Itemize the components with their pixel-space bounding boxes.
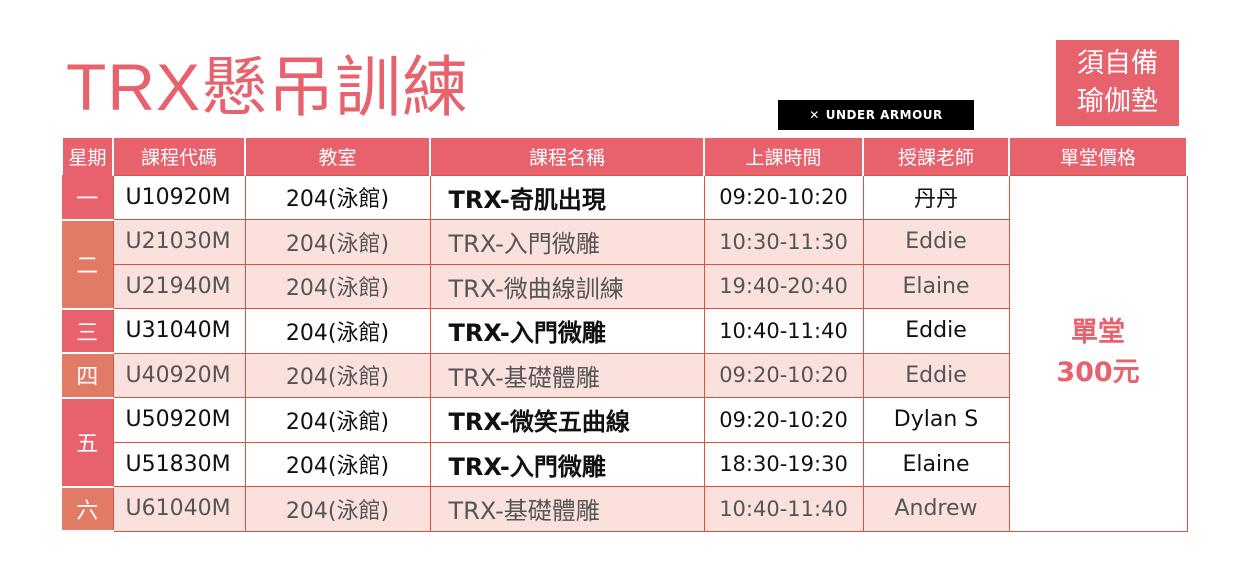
day-cell: 四 <box>62 353 113 399</box>
course-name: TRX-基礎體雕 <box>429 486 705 532</box>
header-room: 教室 <box>244 138 431 175</box>
class-time: 10:40-11:40 <box>703 486 864 532</box>
room: 204(泳館) <box>244 397 431 443</box>
table-row: 六 U61040M 204(泳館) TRX-基礎體雕 10:40-11:40 Andrew <box>62 486 1187 532</box>
price-cell: 單堂 300元 <box>1008 174 1188 532</box>
logo-text: UNDER ARMOUR <box>825 108 943 122</box>
header-name: 課程名稱 <box>429 138 705 175</box>
day-cell: 二 <box>62 219 113 310</box>
teacher: Eddie <box>862 219 1010 265</box>
header-price: 單堂價格 <box>1008 138 1188 175</box>
day-cell: 六 <box>62 486 113 532</box>
day-cell: 一 <box>62 175 113 221</box>
notice-line: 須自備 <box>1077 48 1158 79</box>
course-code: U50920M <box>112 397 246 443</box>
teacher: Eddie <box>862 352 1010 398</box>
header-code: 課程代碼 <box>112 138 246 175</box>
course-name: TRX-入門微雕 <box>429 219 705 265</box>
price-value: 300元 <box>1056 357 1140 388</box>
notice-line: 瑜伽墊 <box>1077 86 1158 117</box>
class-time: 10:30-11:30 <box>703 219 864 265</box>
table-row: 三 U31040M 204(泳館) TRX-入門微雕 10:40-11:40 Eddie <box>62 308 1187 354</box>
teacher: Elaine <box>862 441 1010 487</box>
class-time: 09:20-10:20 <box>703 352 864 398</box>
table-row: 二 U21030M 204(泳館) TRX-入門微雕 10:30-11:30 Eddie <box>62 219 1187 310</box>
header-day: 星期 <box>61 138 114 175</box>
course-name: TRX-基礎體雕 <box>429 352 705 398</box>
course-code: U51830M <box>112 441 246 487</box>
course-code: U31040M <box>112 308 246 354</box>
class-time: 09:20-10:20 <box>703 174 864 220</box>
class-time: 18:30-19:30 <box>703 441 864 487</box>
page-title: TRX懸吊訓練 <box>66 50 469 124</box>
day-cell: 五 <box>62 397 113 488</box>
course-name: TRX-入門微雕 <box>429 308 705 354</box>
course-code: U10920M <box>112 174 246 220</box>
teacher: Dylan S <box>862 397 1010 443</box>
class-time: 10:40-11:40 <box>703 308 864 354</box>
header-time: 上課時間 <box>703 138 864 175</box>
teacher: Elaine <box>862 263 1010 309</box>
yoga-mat-notice: 須自備 瑜伽墊 <box>1056 40 1179 126</box>
table-row: 四 U40920M 204(泳館) TRX-基礎體雕 09:20-10:20 Eddie <box>62 352 1187 399</box>
course-name: TRX-微曲線訓練 <box>429 263 705 309</box>
price-label: 單堂 <box>1071 317 1125 348</box>
table-row: U51830M 204(泳館) TRX-入門微雕 18:30-19:30 Elaine <box>62 441 1187 487</box>
under-armour-icon: ✕ <box>809 108 820 122</box>
day-cell: 三 <box>62 308 113 354</box>
room: 204(泳館) <box>244 486 431 532</box>
table-header: 星期 課程代碼 教室 課程名稱 上課時間 授課老師 單堂價格 <box>61 138 1188 175</box>
room: 204(泳館) <box>244 441 431 487</box>
course-code: U61040M <box>112 486 246 532</box>
course-code: U40920M <box>112 352 246 398</box>
teacher: Andrew <box>862 486 1010 532</box>
room: 204(泳館) <box>244 308 431 354</box>
room: 204(泳館) <box>244 219 431 265</box>
teacher: 丹丹 <box>862 174 1010 220</box>
schedule-table: 星期 課程代碼 教室 課程名稱 上課時間 授課老師 單堂價格 一 U10920M 2… <box>61 138 1188 532</box>
course-code: U21030M <box>112 219 246 265</box>
room: 204(泳館) <box>244 174 431 220</box>
teacher: Eddie <box>862 308 1010 354</box>
class-time: 19:40-20:40 <box>703 263 864 309</box>
header-teacher: 授課老師 <box>862 138 1010 175</box>
course-name: TRX-奇肌出現 <box>429 174 705 220</box>
table-row: 一 U10920M 204(泳館) TRX-奇肌出現 09:20-10:20 丹丹 單堂 30… <box>62 174 1188 532</box>
course-name: TRX-微笑五曲線 <box>429 397 705 443</box>
table-row: U21940M 204(泳館) TRX-微曲線訓練 19:40-20:40 Elaine <box>62 263 1187 309</box>
course-code: U21940M <box>112 263 246 309</box>
class-time: 09:20-10:20 <box>703 397 864 443</box>
room: 204(泳館) <box>244 263 431 309</box>
room: 204(泳館) <box>244 352 431 398</box>
course-name: TRX-入門微雕 <box>429 441 705 487</box>
under-armour-logo: ✕ UNDER ARMOUR <box>778 100 974 130</box>
